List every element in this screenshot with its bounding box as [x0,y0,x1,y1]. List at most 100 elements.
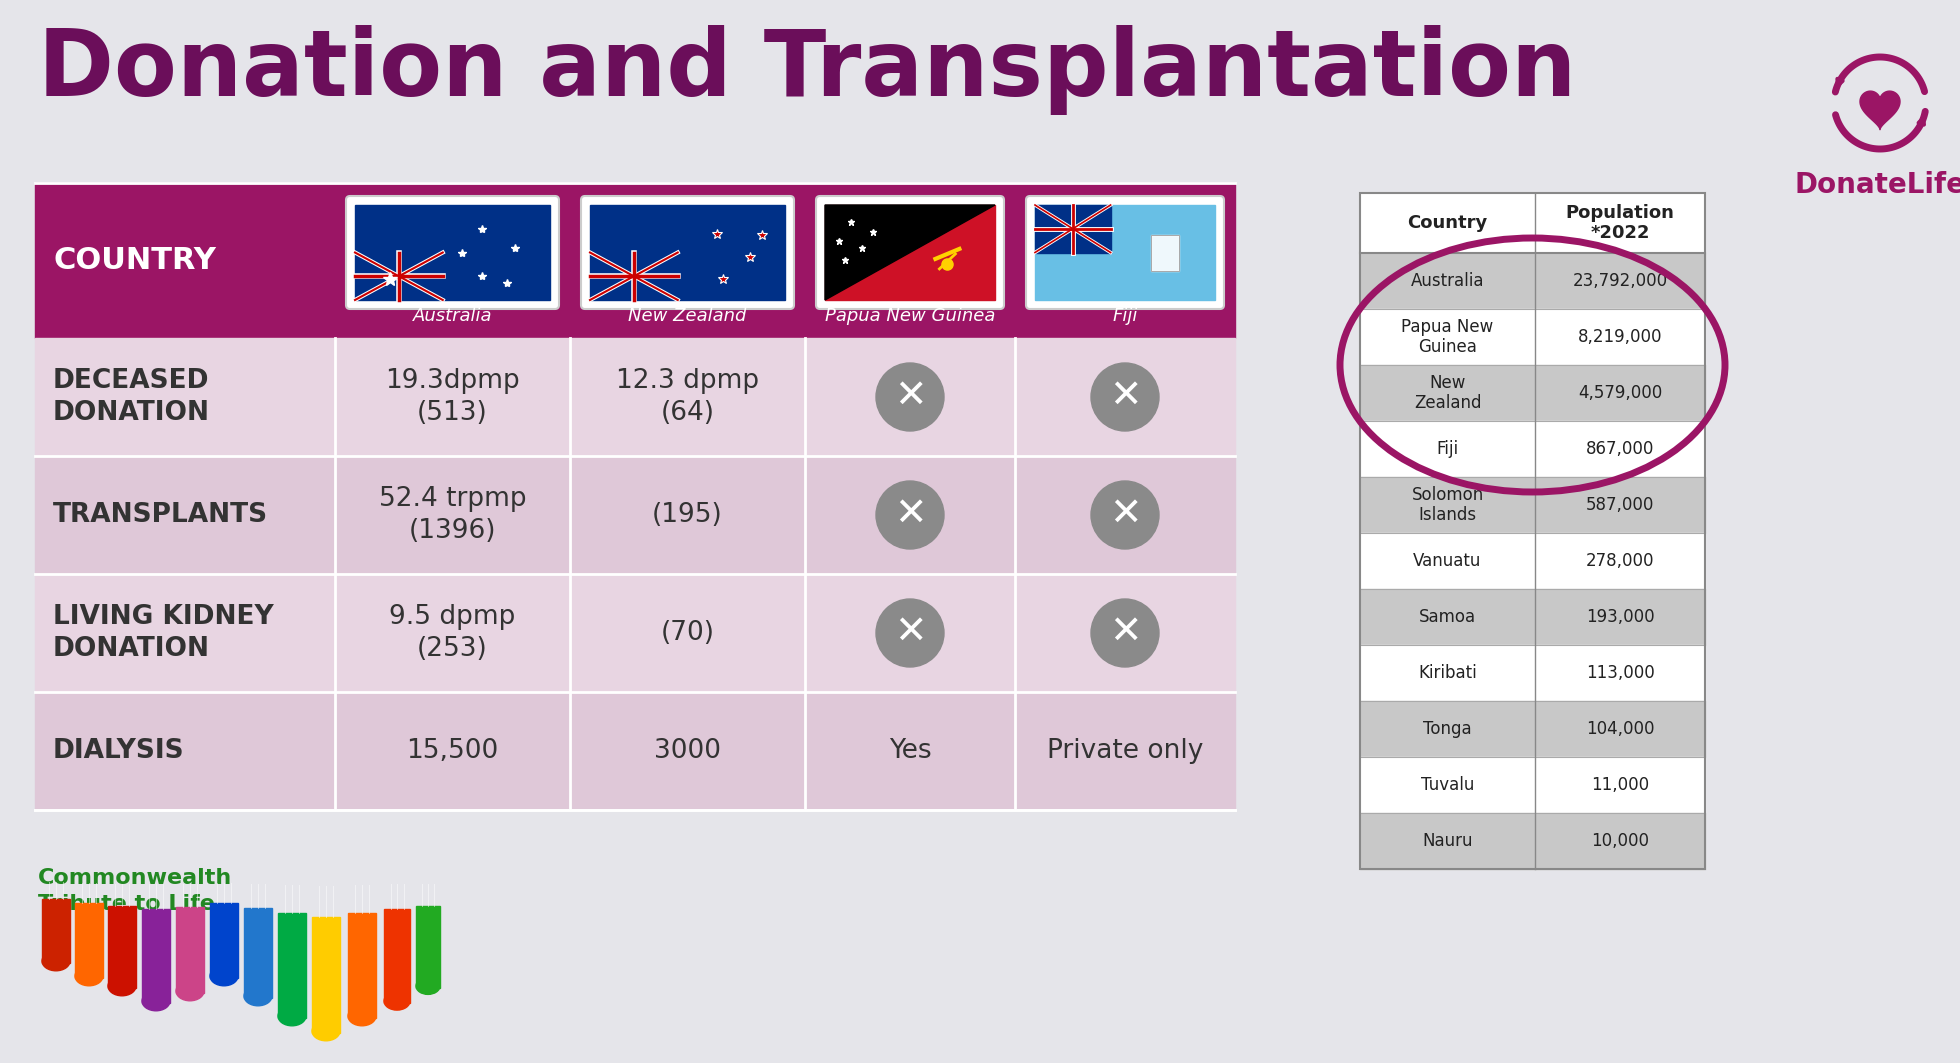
Text: ✕: ✕ [1109,377,1141,415]
Text: Private only: Private only [1047,738,1203,764]
Circle shape [876,598,945,667]
Bar [416,906,439,988]
Bar [243,908,272,998]
Bar [35,456,1235,574]
Text: Samoa: Samoa [1419,608,1476,626]
Text: ✕: ✕ [1109,613,1141,651]
Bar [1360,589,1705,645]
Ellipse shape [384,992,410,1010]
FancyBboxPatch shape [347,196,559,309]
Text: LIVING KIDNEY
DONATION: LIVING KIDNEY DONATION [53,604,274,662]
Bar [312,916,339,1033]
Text: Papua New
Guinea: Papua New Guinea [1401,318,1494,356]
Circle shape [876,480,945,549]
Bar [35,183,1235,338]
Bar [590,205,786,300]
Text: Tonga: Tonga [1423,720,1472,738]
Bar [1360,701,1705,757]
Ellipse shape [74,966,104,985]
Text: 10,000: 10,000 [1592,832,1648,850]
FancyBboxPatch shape [1025,196,1223,309]
Bar [825,205,996,300]
Polygon shape [1860,91,1899,130]
Text: Fiji: Fiji [1113,307,1137,325]
Bar [141,909,171,1003]
Bar [1360,645,1705,701]
Text: TRANSPLANTS: TRANSPLANTS [53,502,269,528]
Text: Kiribati: Kiribati [1419,664,1478,682]
Bar [1360,365,1705,421]
Polygon shape [825,205,996,300]
Text: Tuvalu: Tuvalu [1421,776,1474,794]
Bar [1360,813,1705,868]
Text: Australia: Australia [414,307,492,325]
Text: 3000: 3000 [655,738,721,764]
Text: DIALYSIS: DIALYSIS [53,738,184,764]
Text: Country: Country [1407,214,1488,232]
Bar [1035,205,1215,300]
Ellipse shape [141,991,171,1011]
Bar [1151,235,1178,270]
Ellipse shape [210,966,237,985]
Text: (70): (70) [661,620,715,646]
Bar [1360,477,1705,533]
Bar [1360,757,1705,813]
Circle shape [1092,480,1158,549]
Bar [74,902,104,978]
Bar [1360,533,1705,589]
Text: DECEASED
DONATION: DECEASED DONATION [53,368,210,426]
Bar [1360,193,1705,868]
Text: Yes: Yes [888,738,931,764]
FancyBboxPatch shape [815,196,1004,309]
Circle shape [876,362,945,431]
Bar [1035,205,1111,253]
Ellipse shape [349,1007,376,1026]
Text: New
Zealand: New Zealand [1413,374,1482,412]
Text: 193,000: 193,000 [1586,608,1654,626]
Bar [355,205,551,300]
Bar [349,913,376,1018]
Text: Donation and Transplantation: Donation and Transplantation [37,26,1576,115]
Bar [278,913,306,1018]
Bar [1151,235,1178,270]
Bar [108,906,135,988]
Text: New Zealand: New Zealand [629,307,747,325]
Bar [1360,193,1705,868]
Text: 12.3 dpmp
(64): 12.3 dpmp (64) [615,368,759,426]
Text: Vanuatu: Vanuatu [1413,552,1482,570]
Text: (195): (195) [653,502,723,528]
Text: 587,000: 587,000 [1586,496,1654,514]
Text: 52.4 trpmp
(1396): 52.4 trpmp (1396) [378,486,527,544]
Text: 23,792,000: 23,792,000 [1572,272,1668,290]
Text: 11,000: 11,000 [1592,776,1648,794]
Circle shape [1092,362,1158,431]
Text: 104,000: 104,000 [1586,720,1654,738]
Ellipse shape [176,981,204,1000]
Text: 867,000: 867,000 [1586,440,1654,458]
Text: Commonwealth
Tribute to Life: Commonwealth Tribute to Life [37,868,231,914]
Text: 278,000: 278,000 [1586,552,1654,570]
Ellipse shape [278,1007,306,1026]
Bar [176,907,204,993]
Text: ✕: ✕ [1109,495,1141,533]
Ellipse shape [41,951,71,971]
Text: 8,219,000: 8,219,000 [1578,328,1662,345]
Text: Australia: Australia [1411,272,1484,290]
Text: Papua New Guinea: Papua New Guinea [825,307,996,325]
Text: Fiji: Fiji [1437,440,1458,458]
Text: 15,500: 15,500 [406,738,498,764]
Ellipse shape [243,986,272,1006]
Ellipse shape [108,976,135,996]
Bar [1360,309,1705,365]
Bar [35,692,1235,810]
Text: 4,579,000: 4,579,000 [1578,384,1662,402]
Bar [41,899,71,963]
Text: ✕: ✕ [894,613,927,651]
Text: ✕: ✕ [894,495,927,533]
Bar [1360,421,1705,477]
Text: Nauru: Nauru [1423,832,1472,850]
Ellipse shape [416,978,439,994]
Text: 9.5 dpmp
(253): 9.5 dpmp (253) [390,604,515,662]
Text: DonateLife: DonateLife [1795,171,1960,199]
FancyBboxPatch shape [580,196,794,309]
